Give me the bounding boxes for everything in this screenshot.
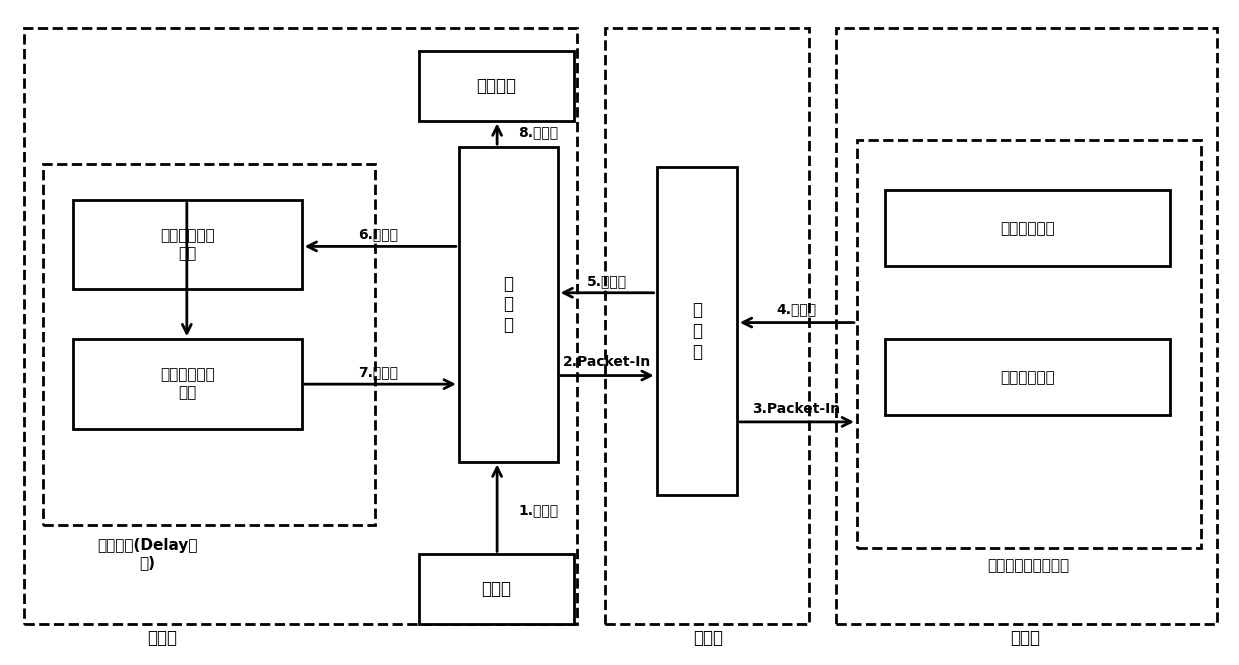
- Bar: [458, 147, 558, 462]
- Text: 2.Packet-In: 2.Packet-In: [563, 355, 652, 369]
- Bar: [605, 28, 809, 624]
- Bar: [73, 200, 302, 289]
- Text: 4.流规则: 4.流规则: [776, 303, 817, 317]
- Bar: [657, 167, 737, 495]
- Bar: [419, 51, 574, 120]
- Bar: [73, 339, 302, 428]
- Text: 目的主机: 目的主机: [477, 77, 517, 95]
- Text: 8.数据包: 8.数据包: [518, 125, 559, 139]
- Text: 交
换
机: 交 换 机: [503, 275, 513, 334]
- Text: 控制层: 控制层: [694, 630, 724, 648]
- Bar: [886, 190, 1170, 266]
- Bar: [24, 28, 577, 624]
- Text: 转发路径计算: 转发路径计算: [1000, 370, 1054, 384]
- Text: 侧信道攻击防御系统: 侧信道攻击防御系统: [987, 558, 1069, 573]
- Text: 延迟程序(Delay主
机): 延迟程序(Delay主 机): [97, 538, 197, 571]
- Bar: [886, 339, 1170, 415]
- Bar: [43, 164, 374, 525]
- Text: 源主机: 源主机: [482, 580, 512, 598]
- Text: 流规则预安装: 流规则预安装: [1000, 221, 1054, 235]
- Text: 7.数据包: 7.数据包: [358, 365, 399, 379]
- Text: 转发层: 转发层: [147, 630, 177, 648]
- Bar: [857, 140, 1201, 548]
- Text: 5.流规则: 5.流规则: [587, 274, 627, 288]
- Text: 6.数据包: 6.数据包: [358, 227, 399, 241]
- Text: 延迟队列管理
模块: 延迟队列管理 模块: [160, 368, 214, 400]
- Text: 延迟策略选择
模块: 延迟策略选择 模块: [160, 229, 214, 261]
- Text: 3.Packet-In: 3.Packet-In: [752, 402, 840, 416]
- Text: 控
制
器: 控 制 器: [691, 301, 701, 360]
- Bar: [836, 28, 1217, 624]
- Text: 1.数据包: 1.数据包: [518, 503, 559, 517]
- Text: 应用层: 应用层: [1010, 630, 1040, 648]
- Bar: [419, 555, 574, 624]
